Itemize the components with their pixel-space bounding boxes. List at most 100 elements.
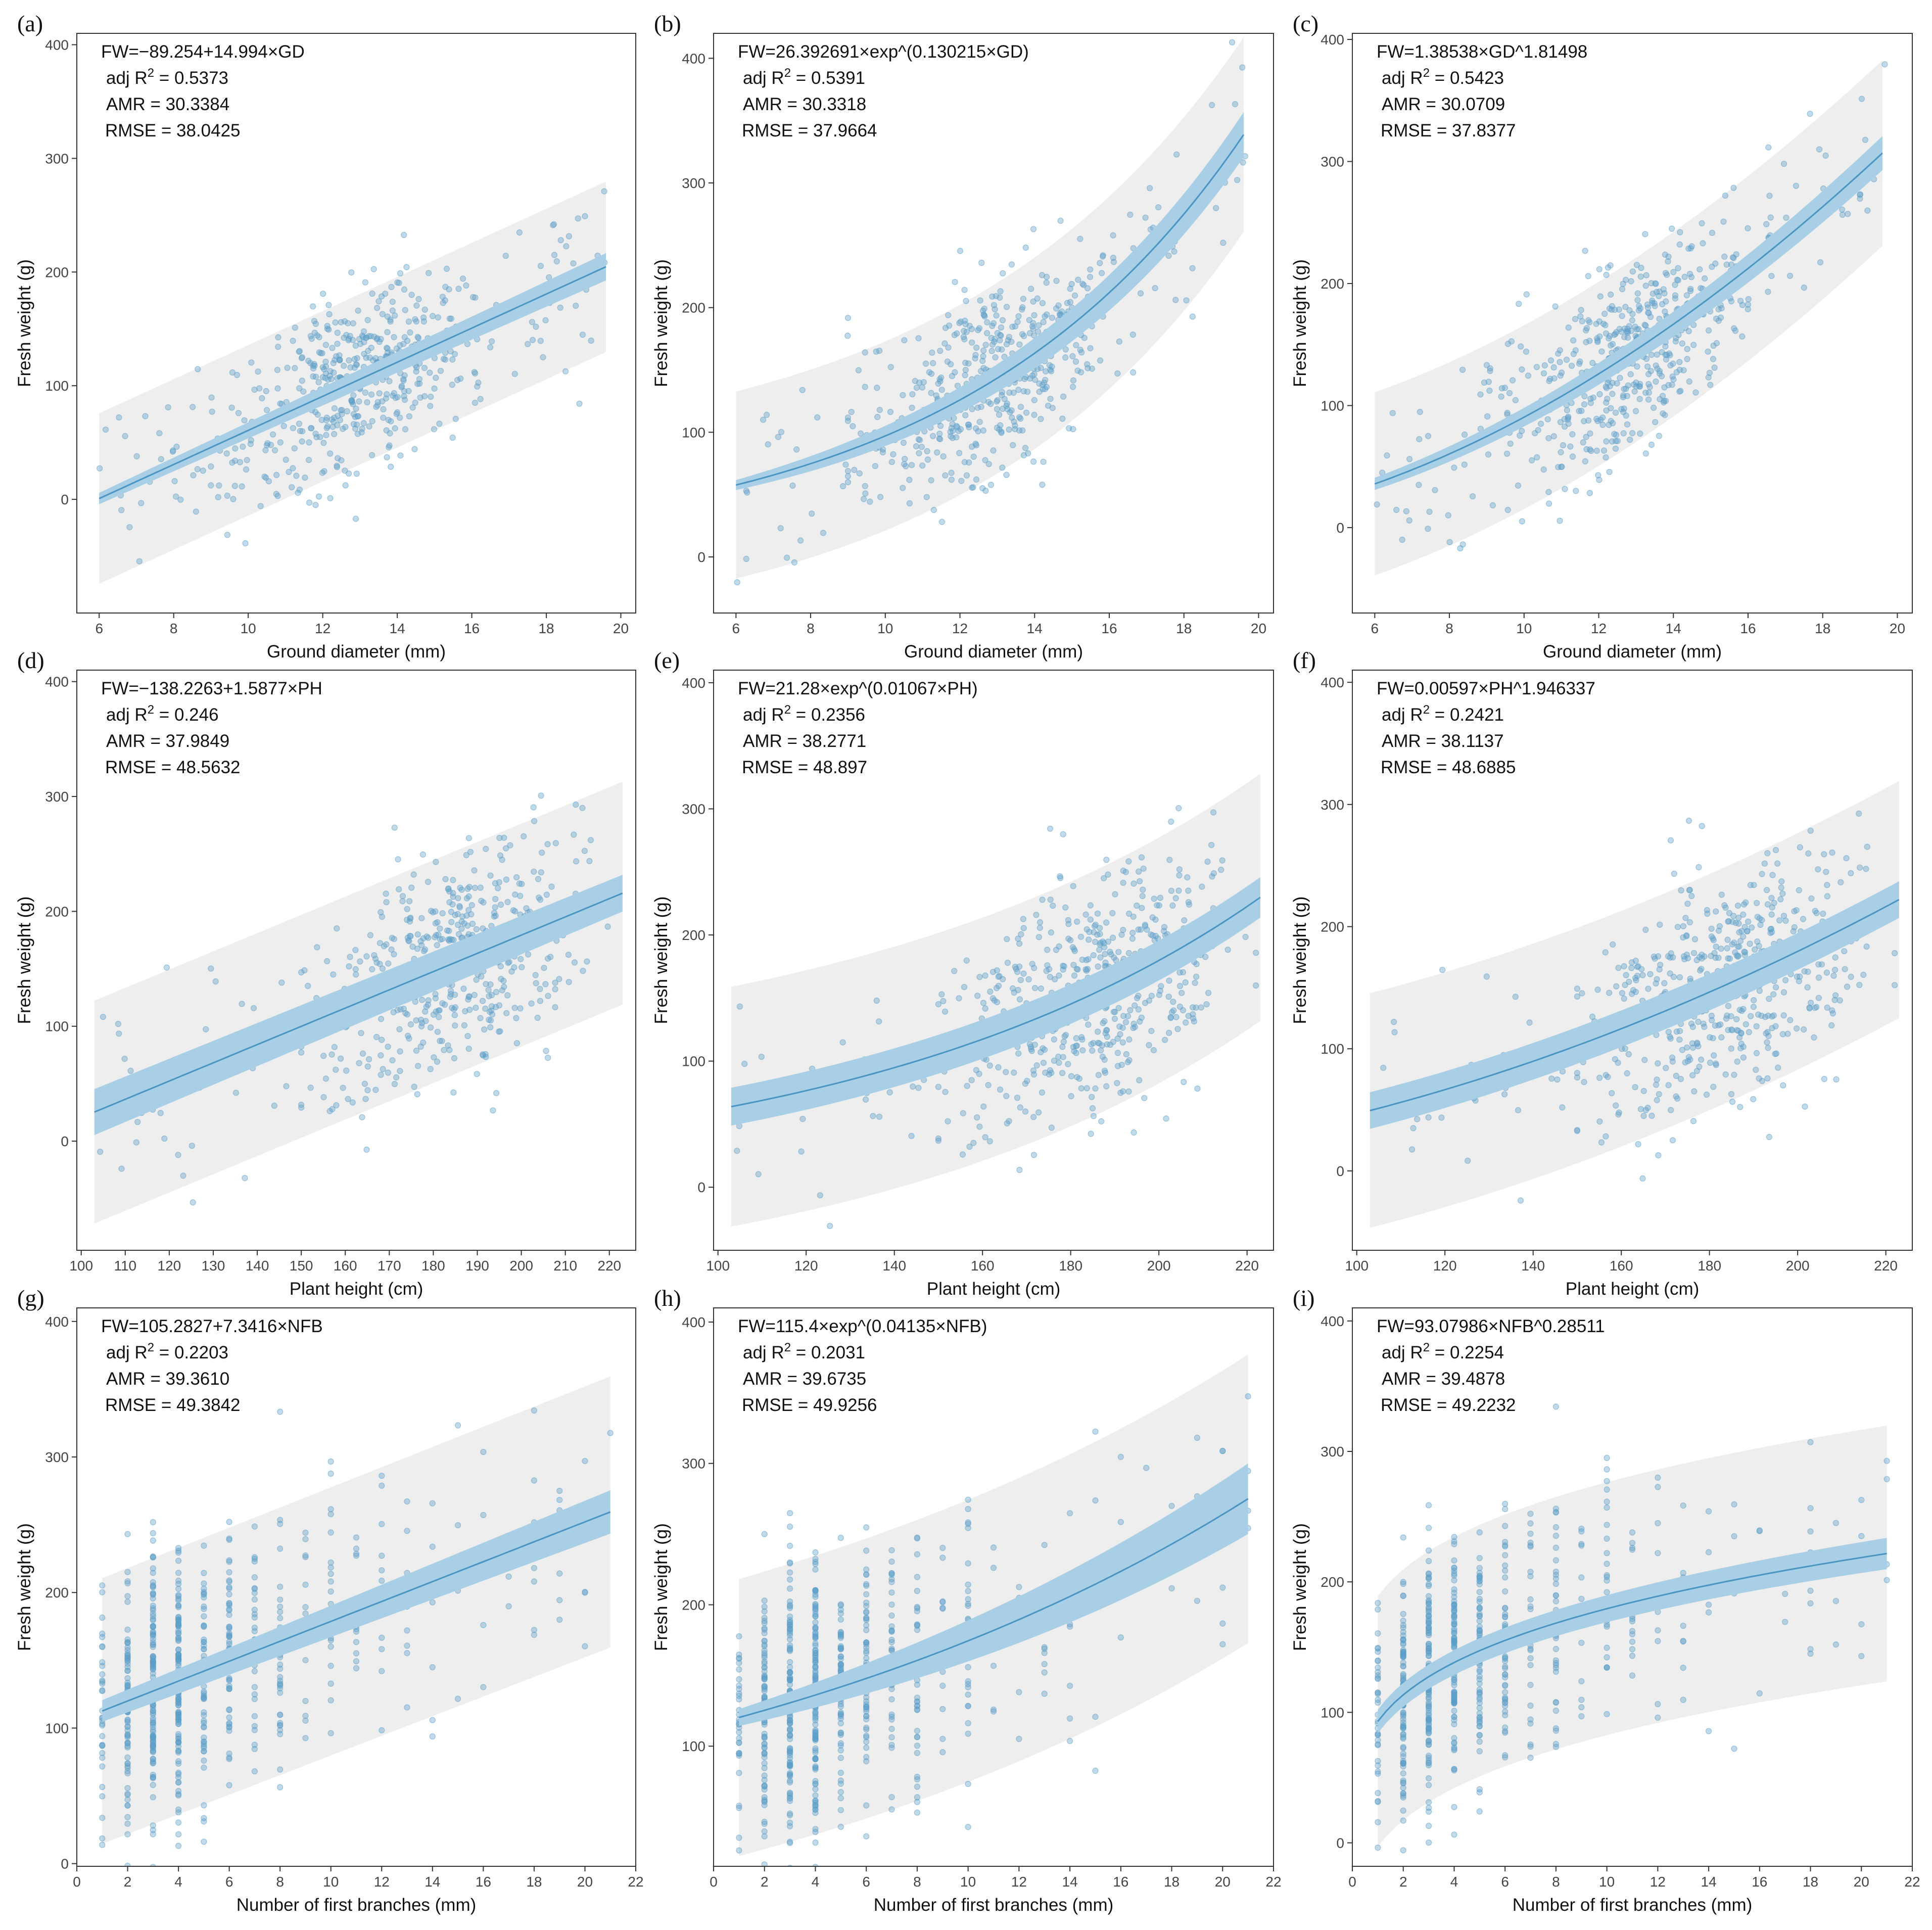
data-point (454, 376, 461, 384)
data-point (1665, 258, 1671, 265)
data-point (99, 1678, 106, 1685)
data-point (393, 1074, 400, 1080)
data-point (1403, 508, 1409, 514)
data-point (277, 1680, 284, 1687)
data-point (844, 333, 851, 339)
x-tick-label: 160 (971, 1258, 995, 1274)
data-point (929, 349, 935, 356)
data-point (391, 1080, 398, 1088)
x-tick-label: 12 (374, 1874, 390, 1890)
x-tick-label: 210 (553, 1258, 577, 1274)
data-point (1001, 396, 1008, 402)
data-point (978, 403, 984, 410)
adj-r2-label: adj R (743, 705, 784, 725)
data-point (361, 351, 367, 357)
data-point (1821, 1075, 1827, 1082)
data-point (995, 982, 1002, 989)
data-point (951, 968, 958, 974)
data-point (1245, 1393, 1251, 1400)
data-point (1565, 420, 1572, 427)
data-point (939, 1749, 946, 1756)
data-point (1090, 1113, 1097, 1119)
data-point (1071, 292, 1078, 299)
data-point (1040, 458, 1047, 465)
data-point (1745, 296, 1752, 303)
plot-area (1374, 60, 1888, 576)
data-point (190, 1199, 196, 1206)
data-point (341, 362, 347, 369)
data-point (993, 312, 1000, 319)
data-point (1652, 303, 1658, 309)
data-point (1667, 1035, 1674, 1042)
data-point (924, 448, 930, 454)
data-point (328, 1051, 335, 1058)
data-point (118, 507, 125, 513)
x-tick-label: 110 (114, 1258, 136, 1274)
data-point (988, 348, 995, 354)
plot-frame (76, 33, 636, 614)
x-tick-label: 18 (1815, 621, 1830, 636)
data-point (376, 339, 383, 345)
data-point (150, 1639, 156, 1645)
data-point (466, 1006, 473, 1013)
data-point (736, 1676, 742, 1682)
data-point (798, 1148, 805, 1155)
data-point (1645, 371, 1652, 378)
data-point (1735, 1027, 1741, 1034)
data-point (454, 1522, 461, 1529)
data-point (1832, 954, 1839, 961)
data-point (1612, 445, 1619, 452)
data-point (1044, 311, 1050, 318)
data-point (1736, 1034, 1743, 1041)
data-point (1515, 482, 1522, 489)
x-axis-label: Plant height (cm) (927, 1279, 1061, 1299)
data-point (1778, 878, 1785, 885)
data-point (414, 931, 421, 938)
data-point (1648, 351, 1655, 358)
data-point (1173, 151, 1180, 158)
data-point (201, 1720, 207, 1726)
data-point (1639, 1175, 1646, 1182)
data-point (496, 834, 503, 841)
data-point (175, 1570, 182, 1576)
data-point (1551, 375, 1558, 382)
data-point (1110, 232, 1116, 239)
data-point (1083, 957, 1090, 963)
data-point (786, 1791, 793, 1797)
data-point (580, 967, 586, 974)
data-point (445, 1042, 451, 1049)
data-point (1102, 1030, 1109, 1037)
adj-r2-superscript: 2 (1423, 66, 1430, 80)
data-point (1162, 1037, 1168, 1043)
data-point (1083, 1085, 1090, 1092)
data-point (1557, 517, 1563, 524)
data-point (431, 426, 438, 433)
data-point (1048, 929, 1054, 936)
data-point (1176, 969, 1183, 976)
data-point (1194, 1085, 1201, 1092)
data-point (1574, 1074, 1580, 1081)
data-point (1074, 918, 1080, 925)
data-point (380, 1066, 386, 1072)
data-point (1065, 917, 1071, 923)
data-point (965, 421, 972, 428)
data-point (786, 1676, 793, 1683)
data-point (1089, 365, 1095, 372)
data-point (1624, 328, 1631, 335)
data-point (812, 1786, 819, 1793)
data-point (996, 973, 1003, 979)
data-point (342, 423, 349, 431)
data-point (1459, 366, 1466, 373)
adj-r2-label: adj R (106, 68, 148, 88)
data-point (1410, 1125, 1417, 1132)
data-point (812, 1642, 819, 1649)
data-point (949, 435, 956, 441)
data-point (440, 356, 447, 362)
y-tick-label: 200 (682, 927, 705, 943)
x-tick-label: 120 (1433, 1258, 1457, 1274)
data-point (997, 294, 1003, 301)
data-point (535, 876, 542, 882)
data-point (837, 1769, 844, 1776)
data-point (251, 1611, 258, 1618)
data-point (175, 1711, 182, 1717)
